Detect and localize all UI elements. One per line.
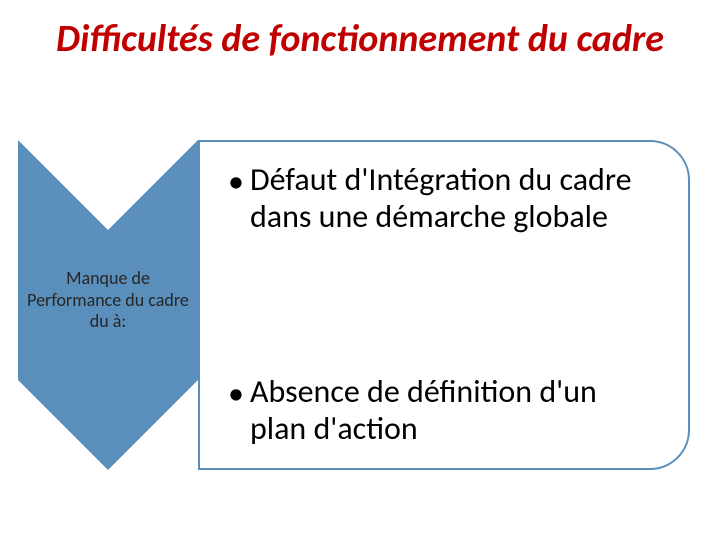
bullet-text: Défaut d'Intégration du cadre dans une d… [250,162,658,236]
bullet-text: Absence de définition d'un plan d'action [250,374,658,448]
chevron-block: Manque de Performance du cadre du à: [18,140,198,470]
page-title: Difficultés de fonctionnement du cadre [0,0,720,62]
chevron-label: Manque de Performance du cadre du à: [26,268,190,333]
bullet-item: • Défaut d'Intégration du cadre dans une… [228,162,658,236]
bullet-dot-icon: • [228,376,244,413]
bullet-item: • Absence de définition d'un plan d'acti… [228,374,658,448]
bullet-box: • Défaut d'Intégration du cadre dans une… [198,140,690,470]
bullet-dot-icon: • [228,164,244,201]
diagram-area: Manque de Performance du cadre du à: • D… [18,140,690,500]
